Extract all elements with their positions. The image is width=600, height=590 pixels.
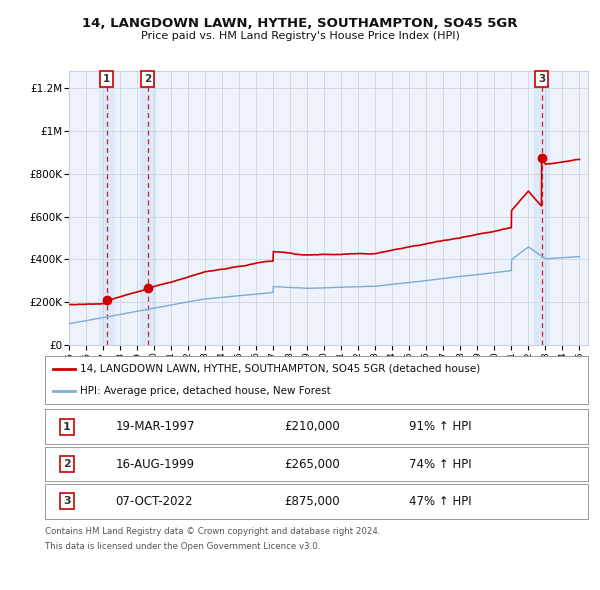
- Text: HPI: Average price, detached house, New Forest: HPI: Average price, detached house, New …: [80, 386, 331, 396]
- Text: Price paid vs. HM Land Registry's House Price Index (HPI): Price paid vs. HM Land Registry's House …: [140, 31, 460, 41]
- Text: Contains HM Land Registry data © Crown copyright and database right 2024.: Contains HM Land Registry data © Crown c…: [45, 527, 380, 536]
- Bar: [534, 71, 549, 345]
- Text: 2: 2: [144, 74, 151, 84]
- Bar: [99, 71, 114, 345]
- Text: 3: 3: [538, 74, 545, 84]
- Text: 14, LANGDOWN LAWN, HYTHE, SOUTHAMPTON, SO45 5GR (detached house): 14, LANGDOWN LAWN, HYTHE, SOUTHAMPTON, S…: [80, 364, 481, 374]
- Text: 16-AUG-1999: 16-AUG-1999: [116, 457, 195, 471]
- Text: 1: 1: [103, 74, 110, 84]
- Text: 47% ↑ HPI: 47% ↑ HPI: [409, 494, 472, 508]
- Text: £265,000: £265,000: [284, 457, 340, 471]
- Text: This data is licensed under the Open Government Licence v3.0.: This data is licensed under the Open Gov…: [45, 542, 320, 551]
- Text: 19-MAR-1997: 19-MAR-1997: [116, 420, 195, 434]
- Text: 91% ↑ HPI: 91% ↑ HPI: [409, 420, 472, 434]
- Text: £875,000: £875,000: [284, 494, 340, 508]
- Bar: [140, 71, 155, 345]
- Text: 1: 1: [63, 422, 71, 432]
- Text: 14, LANGDOWN LAWN, HYTHE, SOUTHAMPTON, SO45 5GR: 14, LANGDOWN LAWN, HYTHE, SOUTHAMPTON, S…: [82, 17, 518, 30]
- Text: 74% ↑ HPI: 74% ↑ HPI: [409, 457, 472, 471]
- Text: 3: 3: [63, 496, 71, 506]
- Text: £210,000: £210,000: [284, 420, 340, 434]
- Text: 2: 2: [63, 459, 71, 469]
- Text: 07-OCT-2022: 07-OCT-2022: [116, 494, 193, 508]
